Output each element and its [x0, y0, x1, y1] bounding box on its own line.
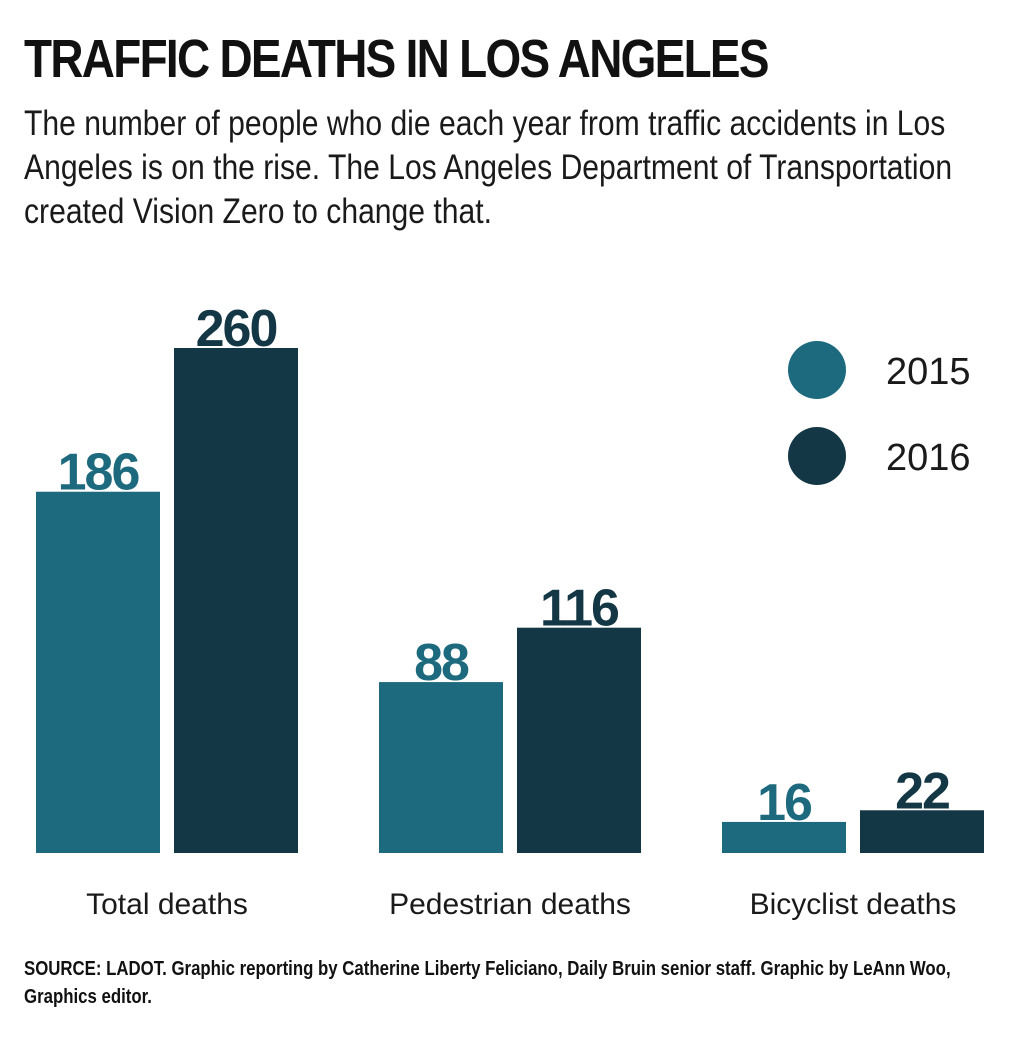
source-note: SOURCE: LADOT. Graphic reporting by Cath…: [24, 958, 951, 1008]
bar-bicyclist-deaths-2016: [860, 810, 984, 853]
category-label: Total deaths: [86, 888, 248, 921]
bar-pedestrian-deaths-2016: [517, 627, 641, 853]
value-label-pedestrian-deaths-2016: 116: [540, 580, 619, 638]
bar-pedestrian-deaths-2015: [379, 682, 503, 853]
value-label-bicyclist-deaths-2015: 16: [757, 774, 812, 832]
legend-label-2015: 2015: [886, 351, 971, 393]
bar-bicyclist-deaths-2015: [722, 821, 846, 853]
value-labels-layer: 186 260 88 116 16 22: [58, 300, 951, 832]
bars-layer: [36, 348, 984, 853]
bar-total-deaths-2016: [174, 348, 298, 853]
value-label-total-deaths-2015: 186: [58, 444, 140, 502]
legend-swatch-2016: [788, 427, 846, 485]
value-label-total-deaths-2016: 260: [196, 300, 277, 358]
legend: 2015 2016: [788, 341, 971, 485]
value-label-bicyclist-deaths-2016: 22: [895, 762, 949, 820]
chart-title: TRAFFIC DEATHS IN LOS ANGELES: [24, 29, 769, 89]
bar-total-deaths-2015: [36, 491, 160, 853]
category-label: Pedestrian deaths: [389, 888, 631, 921]
bar-chart: 186 260 88 116 16 22 Total deaths Pedestrian d…: [36, 300, 984, 921]
category-labels-layer: Total deaths Pedestrian deaths Bicyclist d…: [86, 888, 956, 921]
category-label: Bicyclist deaths: [750, 888, 957, 921]
legend-swatch-2015: [788, 341, 846, 399]
legend-label-2016: 2016: [886, 437, 971, 479]
value-label-pedestrian-deaths-2015: 88: [414, 634, 469, 692]
chart-subtitle: The number of people who die each year f…: [24, 104, 953, 231]
